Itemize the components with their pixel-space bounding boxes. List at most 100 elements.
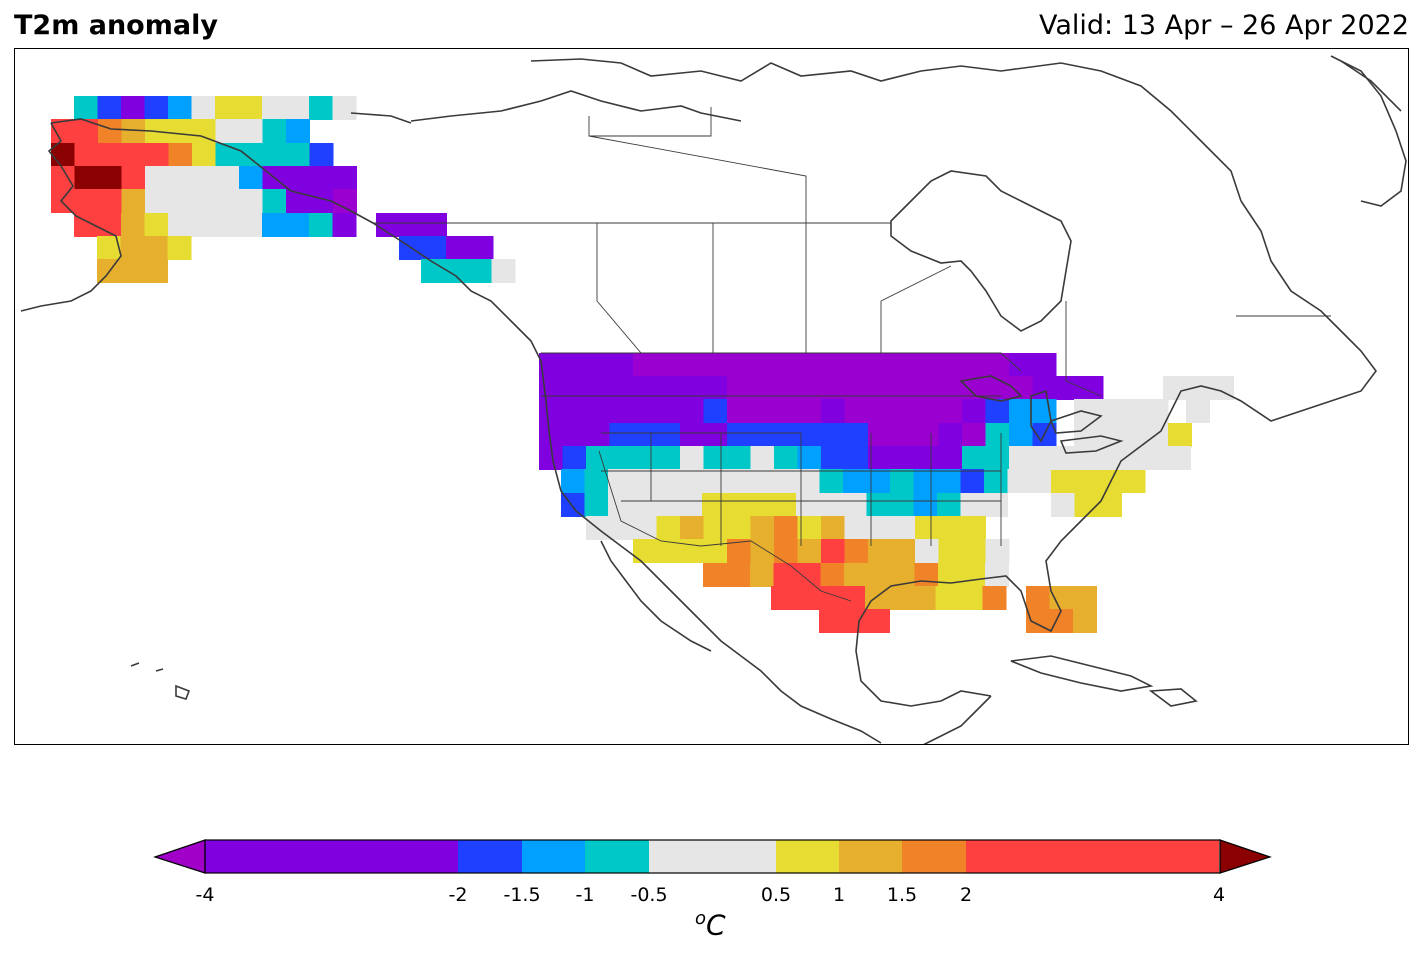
colorbar-tick-label: -4 <box>195 884 215 906</box>
anomaly-cell <box>468 259 492 283</box>
anomaly-cell <box>750 516 775 540</box>
anomaly-cell <box>1168 423 1192 447</box>
anomaly-cell <box>1049 586 1074 610</box>
anomaly-cell <box>891 423 916 447</box>
anomaly-cell <box>1143 446 1168 470</box>
anomaly-cell <box>633 353 657 377</box>
anomaly-cell <box>1073 446 1097 470</box>
anomaly-cell <box>938 423 963 447</box>
anomaly-cell <box>868 516 892 540</box>
anomaly-cell <box>584 469 609 493</box>
anomaly-cell <box>937 469 961 493</box>
anomaly-cell <box>168 189 193 213</box>
anomaly-cell <box>631 469 656 493</box>
anomaly-cell <box>191 96 216 120</box>
anomaly-cell <box>608 469 632 493</box>
anomaly-cell <box>286 143 310 167</box>
anomaly-cell <box>891 353 916 377</box>
anomaly-cell <box>819 493 844 517</box>
anomaly-cell <box>144 259 168 283</box>
anomaly-cell <box>144 213 169 237</box>
anomaly-cell <box>797 399 822 423</box>
anomaly-cell <box>1120 446 1144 470</box>
anomaly-cell <box>586 446 610 470</box>
anomaly-cell <box>1032 399 1057 423</box>
anomaly-cell <box>1186 399 1210 423</box>
anomaly-cell <box>725 469 750 493</box>
anomaly-cell <box>423 213 447 237</box>
anomaly-cell <box>121 166 146 190</box>
anomaly-cell <box>797 446 822 470</box>
anomaly-cell <box>750 399 775 423</box>
anomaly-cell <box>609 423 634 447</box>
anomaly-cell <box>286 119 310 143</box>
anomaly-cell <box>797 539 822 563</box>
colorbar-bin <box>585 840 649 873</box>
anomaly-cell <box>1098 469 1122 493</box>
anomaly-cell <box>891 399 916 423</box>
anomaly-cell <box>773 563 798 587</box>
anomaly-cell <box>586 353 610 377</box>
anomaly-cell <box>469 236 494 260</box>
anomaly-cell <box>797 563 821 587</box>
anomaly-cell <box>702 469 726 493</box>
anomaly-cell <box>820 563 845 587</box>
anomaly-cell <box>818 586 842 610</box>
anomaly-cell <box>309 213 333 237</box>
colorbar-tick-label: 1.5 <box>886 884 918 906</box>
anomaly-cell <box>609 516 634 540</box>
anomaly-cell <box>562 353 587 377</box>
anomaly-cell <box>891 516 916 540</box>
anomaly-cell <box>727 446 751 470</box>
colorbar-bin <box>522 840 585 873</box>
anomaly-cell <box>215 189 240 213</box>
anomaly-cell <box>1074 469 1099 493</box>
anomaly-cell <box>772 493 797 517</box>
anomaly-cell <box>703 516 728 540</box>
anomaly-cell <box>915 353 939 377</box>
anomaly-cell <box>98 119 122 143</box>
anomaly-cell <box>562 423 587 447</box>
anomaly-cell <box>797 353 822 377</box>
anomaly-cell <box>215 213 239 237</box>
anomaly-cell <box>868 353 892 377</box>
anomaly-cell <box>74 143 99 167</box>
anomaly-cell <box>145 166 169 190</box>
colorbar-bin <box>458 840 522 873</box>
anomaly-cell <box>309 166 334 190</box>
anomaly-cell <box>727 399 751 423</box>
anomaly-cell <box>938 516 963 540</box>
anomaly-cell <box>962 516 986 540</box>
colorbar-tick-label: -1 <box>575 884 595 906</box>
anomaly-cell <box>1032 353 1057 377</box>
anomaly-cell <box>656 399 681 423</box>
anomaly-cell <box>938 399 963 423</box>
colorbar-bin <box>966 840 1219 873</box>
anomaly-cell <box>192 189 216 213</box>
anomaly-cell <box>868 446 892 470</box>
anomaly-cell <box>772 469 797 493</box>
anomaly-cell <box>74 96 98 120</box>
anomaly-cell <box>262 143 287 167</box>
anomaly-cell <box>982 586 1007 610</box>
anomaly-cell <box>332 96 357 120</box>
anomaly-cell <box>491 259 516 283</box>
anomaly-cell <box>984 493 1008 517</box>
anomaly-cell <box>1049 609 1074 633</box>
anomaly-cell <box>215 96 239 120</box>
anomaly-cell <box>1121 469 1146 493</box>
anomaly-cell <box>703 423 728 447</box>
anomaly-cell <box>960 493 985 517</box>
anomaly-cell <box>868 399 892 423</box>
anomaly-cell <box>1051 469 1075 493</box>
anomaly-cell <box>774 516 798 540</box>
anomaly-cell <box>285 96 310 120</box>
anomaly-cell <box>797 516 822 540</box>
anomaly-cell <box>821 353 845 377</box>
anomaly-cell <box>844 516 869 540</box>
anomaly-cell <box>844 353 869 377</box>
anomaly-cell <box>631 493 656 517</box>
anomaly-cell <box>97 96 122 120</box>
anomaly-cell <box>680 516 704 540</box>
anomaly-cell <box>584 493 609 517</box>
